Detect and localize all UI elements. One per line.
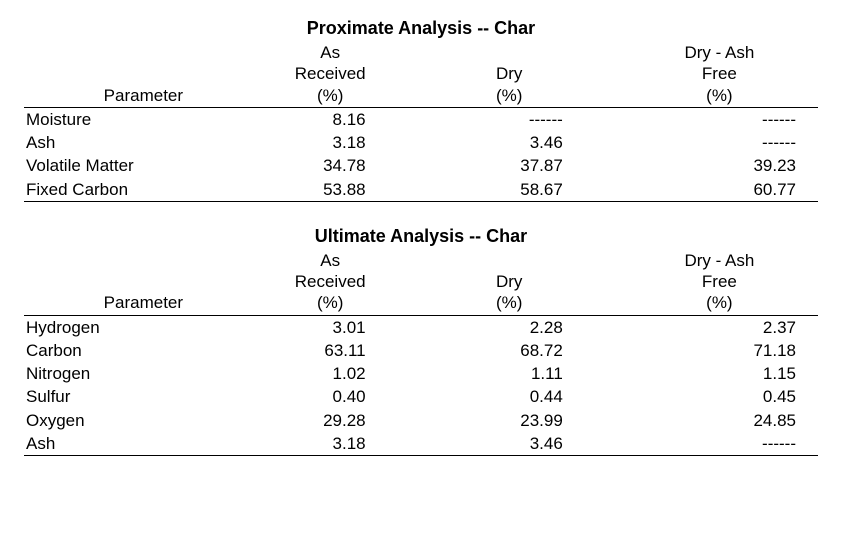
proximate-analysis-block: Proximate Analysis -- Char Parameter As … bbox=[24, 18, 818, 202]
col-parameter-label: Parameter bbox=[30, 292, 257, 313]
ultimate-analysis-block: Ultimate Analysis -- Char Parameter As R… bbox=[24, 226, 818, 456]
col-daf-l2: Free bbox=[627, 63, 812, 84]
proximate-table: Parameter As Received (%) Dry (%) Dry - … bbox=[24, 41, 818, 202]
col-dry: Dry (%) bbox=[398, 249, 621, 315]
cell-dry: 1.11 bbox=[398, 362, 621, 385]
cell-daf: ------ bbox=[621, 131, 818, 154]
ultimate-header-row: Parameter As Received (%) Dry (%) Dry - … bbox=[24, 249, 818, 315]
cell-param: Sulfur bbox=[24, 385, 263, 408]
cell-dry: 3.46 bbox=[398, 131, 621, 154]
cell-daf: 0.45 bbox=[621, 385, 818, 408]
table-row: Carbon 63.11 68.72 71.18 bbox=[24, 339, 818, 362]
table-row: Sulfur 0.40 0.44 0.45 bbox=[24, 385, 818, 408]
proximate-title: Proximate Analysis -- Char bbox=[24, 18, 818, 39]
cell-ar: 1.02 bbox=[263, 362, 398, 385]
cell-dry: 23.99 bbox=[398, 409, 621, 432]
col-parameter-label: Parameter bbox=[30, 85, 257, 106]
table-row: Hydrogen 3.01 2.28 2.37 bbox=[24, 315, 818, 339]
cell-daf: 2.37 bbox=[621, 315, 818, 339]
cell-daf: 1.15 bbox=[621, 362, 818, 385]
cell-ar: 8.16 bbox=[263, 107, 398, 131]
col-dry-l2: (%) bbox=[404, 292, 615, 313]
cell-param: Oxygen bbox=[24, 409, 263, 432]
col-daf-l3: (%) bbox=[627, 85, 812, 106]
table-row: Ash 3.18 3.46 ------ bbox=[24, 131, 818, 154]
col-as-received-l1: As bbox=[269, 250, 392, 271]
table-row: Oxygen 29.28 23.99 24.85 bbox=[24, 409, 818, 432]
col-daf: Dry - Ash Free (%) bbox=[621, 249, 818, 315]
cell-param: Fixed Carbon bbox=[24, 178, 263, 202]
table-row: Ash 3.18 3.46 ------ bbox=[24, 432, 818, 456]
cell-ar: 53.88 bbox=[263, 178, 398, 202]
cell-param: Ash bbox=[24, 131, 263, 154]
col-as-received-l2: Received bbox=[269, 63, 392, 84]
col-daf-l1: Dry - Ash bbox=[627, 250, 812, 271]
cell-param: Ash bbox=[24, 432, 263, 456]
cell-param: Moisture bbox=[24, 107, 263, 131]
table-row: Fixed Carbon 53.88 58.67 60.77 bbox=[24, 178, 818, 202]
col-daf-l3: (%) bbox=[627, 292, 812, 313]
cell-dry: 2.28 bbox=[398, 315, 621, 339]
cell-dry: 68.72 bbox=[398, 339, 621, 362]
cell-ar: 29.28 bbox=[263, 409, 398, 432]
cell-ar: 34.78 bbox=[263, 154, 398, 177]
cell-dry: 58.67 bbox=[398, 178, 621, 202]
col-dry-l2: (%) bbox=[404, 85, 615, 106]
col-as-received-l3: (%) bbox=[269, 292, 392, 313]
table-row: Nitrogen 1.02 1.11 1.15 bbox=[24, 362, 818, 385]
col-as-received: As Received (%) bbox=[263, 41, 398, 107]
col-daf-l2: Free bbox=[627, 271, 812, 292]
cell-ar: 63.11 bbox=[263, 339, 398, 362]
col-as-received: As Received (%) bbox=[263, 249, 398, 315]
cell-daf: 60.77 bbox=[621, 178, 818, 202]
cell-daf: 24.85 bbox=[621, 409, 818, 432]
col-as-received-l1: As bbox=[269, 42, 392, 63]
cell-daf: ------ bbox=[621, 432, 818, 456]
col-daf: Dry - Ash Free (%) bbox=[621, 41, 818, 107]
cell-ar: 3.18 bbox=[263, 131, 398, 154]
cell-dry: 0.44 bbox=[398, 385, 621, 408]
cell-param: Volatile Matter bbox=[24, 154, 263, 177]
col-dry: Dry (%) bbox=[398, 41, 621, 107]
col-as-received-l2: Received bbox=[269, 271, 392, 292]
cell-ar: 0.40 bbox=[263, 385, 398, 408]
cell-dry: 37.87 bbox=[398, 154, 621, 177]
cell-daf: 39.23 bbox=[621, 154, 818, 177]
cell-daf: 71.18 bbox=[621, 339, 818, 362]
cell-ar: 3.01 bbox=[263, 315, 398, 339]
col-as-received-l3: (%) bbox=[269, 85, 392, 106]
cell-daf: ------ bbox=[621, 107, 818, 131]
col-dry-l1: Dry bbox=[404, 271, 615, 292]
cell-param: Carbon bbox=[24, 339, 263, 362]
cell-dry: ------ bbox=[398, 107, 621, 131]
cell-param: Nitrogen bbox=[24, 362, 263, 385]
col-parameter: Parameter bbox=[24, 249, 263, 315]
col-dry-l1: Dry bbox=[404, 63, 615, 84]
cell-ar: 3.18 bbox=[263, 432, 398, 456]
cell-dry: 3.46 bbox=[398, 432, 621, 456]
col-parameter: Parameter bbox=[24, 41, 263, 107]
table-row: Moisture 8.16 ------ ------ bbox=[24, 107, 818, 131]
cell-param: Hydrogen bbox=[24, 315, 263, 339]
col-daf-l1: Dry - Ash bbox=[627, 42, 812, 63]
ultimate-title: Ultimate Analysis -- Char bbox=[24, 226, 818, 247]
ultimate-table: Parameter As Received (%) Dry (%) Dry - … bbox=[24, 249, 818, 456]
proximate-header-row: Parameter As Received (%) Dry (%) Dry - … bbox=[24, 41, 818, 107]
table-row: Volatile Matter 34.78 37.87 39.23 bbox=[24, 154, 818, 177]
